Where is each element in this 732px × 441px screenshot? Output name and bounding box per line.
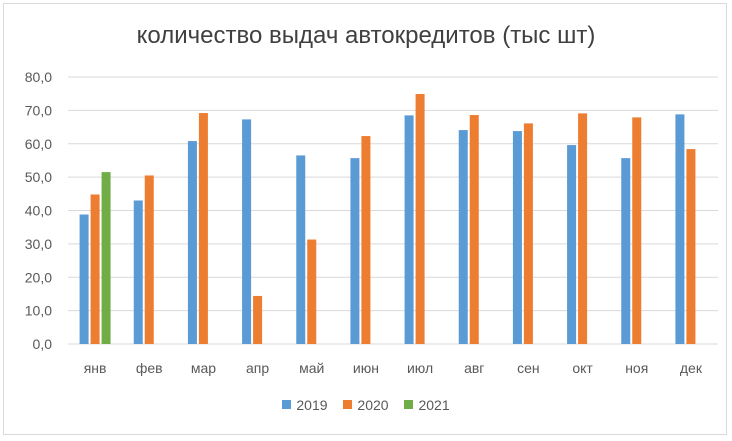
y-tick-label: 70,0 bbox=[25, 102, 52, 118]
bar-2019 bbox=[404, 115, 414, 344]
bar-2020 bbox=[523, 123, 533, 344]
bar-2019 bbox=[79, 214, 89, 344]
legend-label-2020: 2020 bbox=[357, 396, 389, 413]
bar-2019 bbox=[567, 145, 577, 344]
bar-2019 bbox=[133, 200, 143, 344]
bar-2020 bbox=[578, 113, 588, 344]
bar-2019 bbox=[187, 141, 197, 344]
x-tick-label: май bbox=[299, 360, 324, 376]
y-tick-label: 20,0 bbox=[25, 269, 52, 285]
x-tick-label: апр bbox=[246, 360, 269, 376]
bar-2020 bbox=[144, 175, 154, 344]
bar-2020 bbox=[469, 115, 479, 344]
bar-2019 bbox=[675, 114, 685, 344]
y-tick-label: 0,0 bbox=[33, 336, 53, 352]
bar-2019 bbox=[458, 130, 468, 344]
bar-2019 bbox=[621, 158, 631, 344]
legend: 2019 2020 2021 bbox=[0, 396, 732, 413]
bar-2020 bbox=[307, 239, 317, 344]
legend-item-2019: 2019 bbox=[282, 396, 328, 413]
x-tick-label: фев bbox=[136, 360, 163, 376]
legend-swatch-2021 bbox=[404, 400, 414, 409]
x-tick-label: мар bbox=[191, 360, 216, 376]
y-tick-label: 50,0 bbox=[25, 169, 52, 185]
y-tick-label: 40,0 bbox=[25, 203, 52, 219]
bar-2020 bbox=[632, 117, 642, 344]
bar-2020 bbox=[686, 149, 696, 344]
x-tick-label: июл bbox=[407, 360, 433, 376]
x-tick-label: ноя bbox=[625, 360, 648, 376]
bar-2020 bbox=[361, 136, 371, 344]
bar-2021 bbox=[101, 172, 111, 344]
legend-label-2021: 2021 bbox=[418, 396, 450, 413]
x-tick-label: авг bbox=[464, 360, 484, 376]
x-tick-label: окт bbox=[572, 360, 593, 376]
y-tick-label: 60,0 bbox=[25, 136, 52, 152]
x-tick-label: дек bbox=[680, 360, 703, 376]
bar-2019 bbox=[512, 131, 522, 344]
bar-2020 bbox=[90, 194, 100, 344]
bar-2019 bbox=[296, 155, 306, 344]
legend-swatch-2019 bbox=[282, 400, 292, 409]
x-tick-label: сен bbox=[517, 360, 540, 376]
bar-2020 bbox=[253, 295, 263, 344]
bar-2019 bbox=[350, 158, 360, 344]
y-tick-label: 30,0 bbox=[25, 236, 52, 252]
bar-2020 bbox=[415, 94, 425, 345]
x-tick-label: июн bbox=[353, 360, 379, 376]
bar-2020 bbox=[198, 113, 208, 344]
y-tick-label: 80,0 bbox=[25, 69, 52, 85]
legend-swatch-2020 bbox=[343, 400, 353, 409]
legend-label-2019: 2019 bbox=[296, 396, 328, 413]
legend-item-2020: 2020 bbox=[343, 396, 389, 413]
bar-2019 bbox=[242, 119, 252, 344]
chart-title: количество выдач автокредитов (тыс шт) bbox=[136, 22, 596, 49]
y-tick-label: 10,0 bbox=[25, 303, 52, 319]
legend-item-2021: 2021 bbox=[404, 396, 450, 413]
x-tick-label: янв bbox=[84, 360, 107, 376]
